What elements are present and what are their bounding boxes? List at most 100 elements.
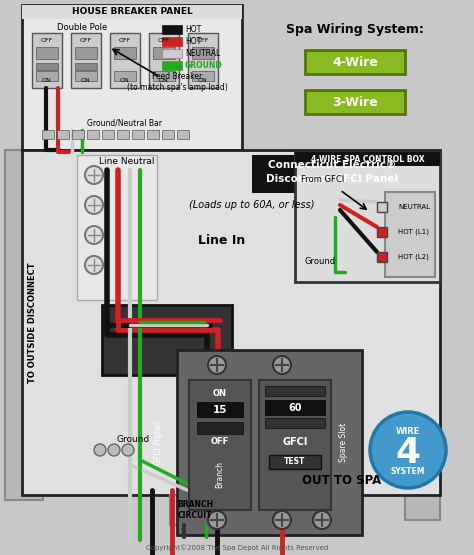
Bar: [117, 130, 129, 139]
Text: 4: 4: [395, 436, 420, 470]
Circle shape: [85, 256, 103, 274]
Bar: [377, 227, 387, 237]
Bar: [153, 71, 175, 81]
Circle shape: [85, 166, 103, 184]
Bar: [36, 63, 58, 70]
Text: 3-Wire: 3-Wire: [332, 95, 378, 108]
Text: Branch: Branch: [216, 462, 225, 488]
Circle shape: [370, 412, 446, 488]
Text: Disconnect GFCI Panel: Disconnect GFCI Panel: [266, 174, 398, 184]
Text: ON: ON: [81, 78, 91, 83]
Circle shape: [273, 511, 291, 529]
Bar: [377, 252, 387, 262]
Text: Spare Slot: Spare Slot: [339, 423, 348, 462]
Circle shape: [208, 511, 226, 529]
Bar: [114, 71, 136, 81]
Text: Copyright©2008 The Spa Depot All Rights Reserved: Copyright©2008 The Spa Depot All Rights …: [146, 544, 328, 551]
Bar: [377, 202, 387, 212]
Text: GFCI: GFCI: [283, 437, 308, 447]
Text: ON: ON: [120, 78, 130, 83]
Bar: [147, 130, 159, 139]
Bar: [295, 152, 440, 166]
Text: Ground/Neutral Bar: Ground/Neutral Bar: [87, 119, 162, 128]
Bar: [162, 130, 174, 139]
Text: Connecticut Electric®: Connecticut Electric®: [268, 160, 396, 170]
Bar: [405, 305, 440, 520]
Bar: [102, 130, 114, 139]
Bar: [162, 25, 182, 34]
Text: 60: 60: [288, 403, 302, 413]
Bar: [197, 422, 243, 434]
Circle shape: [94, 444, 106, 456]
Text: HOUSE BREAKER PANEL: HOUSE BREAKER PANEL: [72, 8, 192, 17]
Text: 4-WIRE SPA CONTROL BOX: 4-WIRE SPA CONTROL BOX: [310, 154, 424, 164]
Text: HOT (L2): HOT (L2): [398, 254, 429, 260]
Bar: [162, 49, 182, 58]
Circle shape: [122, 444, 134, 456]
Bar: [75, 71, 97, 81]
Bar: [102, 305, 232, 375]
Text: HOT (L1): HOT (L1): [398, 229, 429, 235]
Text: TEST: TEST: [284, 457, 306, 467]
Text: Ground: Ground: [304, 258, 336, 266]
Bar: [170, 495, 220, 525]
Bar: [32, 33, 62, 88]
Text: OFF: OFF: [158, 38, 170, 43]
Text: ON: ON: [159, 78, 169, 83]
Text: Line In: Line In: [199, 234, 246, 246]
Text: OFF: OFF: [211, 437, 229, 447]
Text: ON: ON: [42, 78, 52, 83]
Bar: [177, 350, 362, 535]
Text: SYSTEM: SYSTEM: [391, 467, 425, 477]
Bar: [22, 150, 440, 495]
Circle shape: [273, 356, 291, 374]
Text: ON: ON: [198, 78, 208, 83]
Text: TO OUTSIDE DISCONNECT: TO OUTSIDE DISCONNECT: [28, 262, 37, 383]
Bar: [110, 33, 140, 88]
Text: 4-Wire: 4-Wire: [332, 56, 378, 68]
Text: GROUND: GROUND: [185, 60, 223, 69]
Bar: [87, 130, 99, 139]
Bar: [189, 380, 251, 510]
Bar: [77, 155, 157, 300]
Text: GFCI Pigtail: GFCI Pigtail: [155, 421, 164, 465]
Circle shape: [313, 511, 331, 529]
Text: BRANCH
CIRCUIT: BRANCH CIRCUIT: [177, 500, 213, 519]
Bar: [153, 47, 175, 59]
Bar: [305, 90, 405, 114]
Circle shape: [85, 196, 103, 214]
Circle shape: [108, 444, 120, 456]
Bar: [197, 402, 243, 417]
Bar: [22, 5, 242, 19]
Bar: [42, 130, 54, 139]
Bar: [305, 50, 405, 74]
Bar: [192, 71, 214, 81]
Text: OFF: OFF: [197, 38, 209, 43]
Text: OFF: OFF: [41, 38, 53, 43]
Bar: [252, 155, 412, 193]
Bar: [57, 130, 69, 139]
Text: OFF: OFF: [80, 38, 92, 43]
Bar: [192, 47, 214, 59]
Bar: [269, 455, 321, 469]
Bar: [72, 130, 84, 139]
Text: NEUTRAL: NEUTRAL: [185, 48, 220, 58]
Text: NEUTRAL: NEUTRAL: [398, 204, 430, 210]
Text: OUT TO SPA: OUT TO SPA: [302, 473, 382, 487]
Bar: [114, 47, 136, 59]
Text: From GFCI: From GFCI: [301, 175, 345, 184]
Bar: [132, 130, 144, 139]
Bar: [36, 71, 58, 81]
Text: HOT: HOT: [185, 25, 201, 34]
Circle shape: [208, 356, 226, 374]
Circle shape: [85, 226, 103, 244]
Bar: [188, 33, 218, 88]
Text: WIRE: WIRE: [396, 427, 420, 436]
Text: ON: ON: [213, 390, 227, 398]
Bar: [295, 152, 440, 282]
Bar: [75, 47, 97, 59]
Text: HOT: HOT: [185, 37, 201, 46]
Bar: [162, 37, 182, 46]
Bar: [385, 192, 435, 277]
Text: (Loads up to 60A, or less): (Loads up to 60A, or less): [189, 200, 315, 210]
